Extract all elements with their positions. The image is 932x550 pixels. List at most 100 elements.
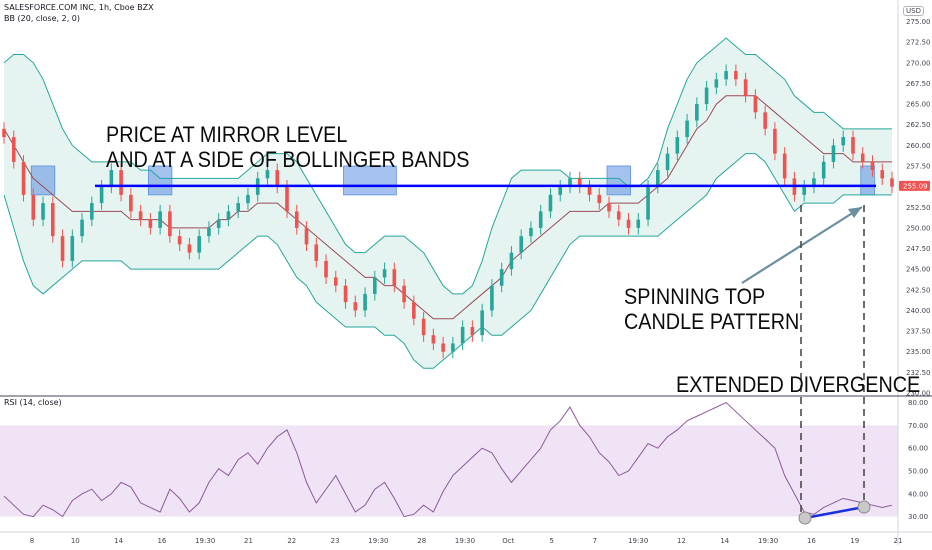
candle-body [11, 137, 16, 162]
candle-body [831, 145, 836, 162]
bb-fill [4, 38, 892, 369]
rsi-tick-label: 80.00 [908, 399, 928, 407]
candle-body [431, 335, 436, 344]
candle-body [382, 269, 387, 278]
bb-indicator-label: BB (20, close, 2, 0) [4, 14, 80, 23]
arrow-head [848, 207, 862, 218]
bb-upper-line [3, 37, 892, 295]
candle-body [2, 128, 6, 138]
candle-body [207, 227, 211, 237]
time-tick-label: 19:30 [195, 537, 215, 545]
candle-body [499, 269, 504, 286]
time-tick-label: 16 [807, 537, 816, 545]
candle-body [890, 178, 894, 187]
time-tick-label: 14 [114, 537, 123, 545]
candle-body [373, 277, 377, 294]
currency-badge[interactable]: USD [903, 6, 924, 16]
time-tick-label: 10 [71, 537, 80, 545]
candle-body [646, 186, 650, 220]
symbol-title: SALESFORCE.COM INC, 1h, Cboe BZX [4, 3, 154, 12]
candle-body [860, 153, 865, 162]
candle-body [451, 343, 455, 352]
time-tick-label: 16 [157, 537, 166, 545]
candle-body [441, 343, 445, 352]
candle-body [216, 219, 221, 228]
price-tick-label: 272.50 [906, 39, 931, 47]
price-tick-label: 240.00 [906, 307, 931, 315]
candle-body [597, 194, 602, 204]
candle-body [304, 227, 309, 245]
candle-body [851, 137, 855, 154]
candle-body [60, 236, 65, 261]
candle-body [587, 186, 592, 195]
rsi-indicator-label: RSI (14, close) [4, 398, 62, 407]
candle-body [704, 87, 709, 105]
time-tick-label: 19:30 [455, 537, 475, 545]
candle-body [275, 170, 280, 187]
price-tick-label: 260.00 [906, 142, 931, 150]
candle-body [675, 137, 680, 154]
candle-body [636, 219, 641, 228]
annotation-arrow [741, 206, 863, 284]
time-tick-label: 8 [30, 537, 34, 545]
candle-body [392, 269, 397, 286]
candle-body [880, 170, 885, 179]
candle-body [841, 137, 846, 146]
candle-body [343, 285, 348, 303]
candle-body [314, 244, 319, 261]
candle-body [548, 194, 553, 212]
candle-body [99, 186, 104, 204]
price-tick-label: 267.50 [906, 80, 931, 88]
candle-body [109, 170, 114, 187]
price-tick-label: 257.50 [906, 162, 931, 170]
candle-body [685, 120, 689, 138]
candle-body [753, 95, 758, 113]
time-tick-label: 28 [417, 537, 426, 545]
candle-body [177, 236, 182, 245]
candle-body [734, 71, 738, 80]
time-tick-label: 5 [549, 537, 553, 545]
highlight-zone [606, 165, 631, 196]
price-tick-label: 235.00 [906, 348, 931, 356]
price-tick-label: 252.50 [906, 204, 931, 212]
rsi-band [0, 425, 898, 517]
time-tick-label: 23 [331, 537, 340, 545]
candle-body [158, 211, 162, 228]
time-tick-label: 19 [850, 537, 859, 545]
candle-body [246, 194, 250, 204]
candle-body [568, 178, 572, 187]
candle-body [743, 79, 748, 96]
candle-body [724, 71, 728, 80]
last-price-tag [899, 180, 930, 191]
candle-body [333, 277, 338, 286]
candle-body [138, 211, 143, 220]
candle-body [197, 236, 201, 253]
candle-body [148, 219, 153, 228]
candle-body [490, 285, 494, 311]
candle-body [294, 211, 299, 228]
candle-body [538, 211, 543, 228]
highlight-zone [30, 165, 56, 196]
annotation-mirror-level: PRICE AT MIRROR LEVEL [106, 122, 348, 147]
candle-body [773, 128, 777, 154]
rsi-tick-label: 60.00 [908, 445, 928, 453]
candle-body [412, 302, 416, 319]
candle-body [168, 211, 172, 237]
divergence-point [857, 500, 871, 514]
time-tick-label: 19:30 [628, 537, 648, 545]
candle-body [714, 79, 719, 88]
price-tick-label: 232.50 [906, 369, 931, 377]
price-tick-label: 237.50 [906, 328, 931, 336]
rsi-tick-label: 70.00 [908, 422, 928, 430]
candle-body [265, 170, 270, 179]
price-tick-label: 262.50 [906, 121, 931, 129]
price-tick-label: 247.50 [906, 245, 931, 253]
candle-body [90, 203, 94, 220]
price-tick-label: 270.00 [906, 59, 931, 67]
price-tick-label: 242.50 [906, 286, 931, 294]
candle-body [285, 186, 289, 212]
candle-body [236, 203, 240, 212]
candle-body [50, 203, 55, 237]
price-tick-label: 265.00 [906, 101, 931, 109]
